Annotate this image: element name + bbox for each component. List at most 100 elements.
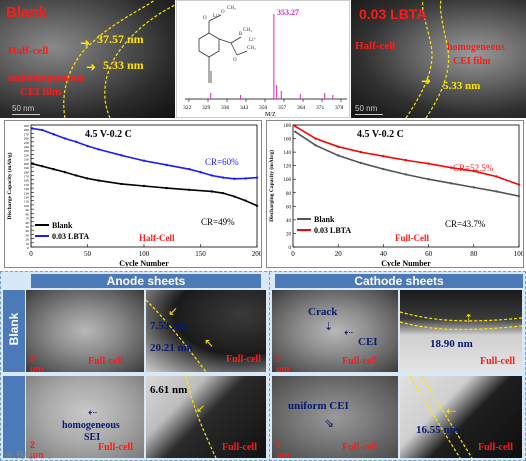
data-point — [86, 177, 89, 180]
annotation-0: CR=60% — [205, 157, 239, 167]
data-point — [404, 173, 408, 176]
scale-bar: 2 μm — [276, 354, 296, 372]
data-point — [165, 163, 168, 167]
data-point — [63, 137, 67, 140]
y-tick-label: 100 — [284, 178, 292, 183]
data-point — [188, 167, 191, 171]
cei-boundary — [405, 0, 450, 118]
legend-label: Blank — [52, 221, 73, 230]
cathode-blank-sem: Crack ⇣ ⇠ CEI 2 μm Full-cell — [272, 290, 398, 372]
thickness-label: 6.61 nm — [150, 384, 188, 396]
y-tick-label: 180 — [284, 124, 292, 129]
anode-blank-sem: 5 μm Full-cell — [26, 290, 144, 372]
lbta-title: 0.03 LBTA — [359, 6, 427, 22]
y-tick-label: 70 — [26, 217, 30, 221]
cei-label-line2: CEI film — [20, 86, 62, 98]
watermark: ☉ 充电头网 — [4, 450, 52, 460]
thickness-label: 16.55 nm — [416, 424, 459, 436]
y-tick-label: 60 — [26, 221, 30, 225]
x-tick-label: 60 — [425, 250, 433, 258]
data-point — [221, 191, 225, 195]
arrow-icon: ↙ — [168, 304, 179, 318]
legend-label: Blank — [314, 215, 335, 224]
y-tick-label: 20 — [26, 238, 30, 242]
data-point — [382, 154, 385, 158]
ms-tick-label: 343 — [240, 105, 249, 111]
data-point — [165, 186, 168, 190]
ms-tick-label: 378 — [335, 105, 344, 111]
y-tick-label: 120 — [284, 165, 292, 170]
svg-text:O: O — [221, 10, 225, 15]
cei-boundary — [185, 376, 217, 458]
chart-title: 4.5 V-0.2 C — [85, 129, 132, 140]
thickness-2: 20.21 nm — [150, 342, 193, 354]
data-point — [427, 178, 430, 181]
svg-text:O: O — [203, 16, 207, 21]
data-point — [41, 165, 44, 168]
y-tick-label: 220 — [24, 153, 30, 157]
y-tick-label: 270 — [24, 132, 30, 136]
mass-spectrum-panel: O CH₃ O B CH₃ O CH₃ Li⁺ Li⁺ 322 329 336 343 350… — [176, 0, 350, 118]
arrow-icon: ⇘ — [324, 416, 335, 430]
arrow-icon: ⇠ — [88, 407, 98, 419]
scale-bar: 2 μm — [30, 440, 50, 458]
cei-label-line2: CEI film — [453, 56, 491, 67]
y-tick-label: 40 — [26, 229, 30, 233]
data-point — [210, 174, 213, 177]
y-tick-label: 160 — [284, 138, 292, 143]
arrow-icon: ⇠ — [446, 404, 457, 418]
y-tick-label: 230 — [24, 149, 30, 153]
li-ion-2: Li⁺ — [249, 37, 256, 43]
y-tick-label: 60 — [286, 205, 292, 210]
arrow-icon: ⇣ — [324, 321, 334, 333]
y-tick-label: 10 — [26, 242, 30, 246]
li-ion-1: Li⁺ — [213, 13, 220, 19]
annotation-2: Half-Cell — [139, 233, 175, 243]
half-cell-label: Half-cell — [8, 45, 49, 57]
data-point — [120, 154, 123, 157]
x-tick-label: 200 — [252, 250, 262, 258]
arrow-icon: ➜ — [80, 36, 91, 50]
data-point — [210, 190, 213, 193]
ms-xlabel: M/Z — [265, 112, 276, 118]
data-point — [294, 125, 297, 128]
scale-bar: 2 μm — [276, 440, 296, 458]
full-cell-chart-panel: 0 20 40 60 80 100 0 20 40 60 80 100 120 140 160 180 4.5 … — [266, 120, 524, 268]
y-tick-label: 150 — [24, 183, 30, 187]
x-tick-label: 0 — [29, 250, 33, 258]
x-axis-label: Cycle Number — [381, 259, 431, 268]
ms-ticks: 322 329 336 343 350 357 364 371 378 — [183, 99, 344, 111]
y-tick-label: 50 — [26, 225, 30, 229]
anode-lbta-tem: 6.61 nm ↙ Full-cell — [146, 376, 266, 458]
sei-label: SEI — [84, 432, 101, 443]
data-point — [337, 154, 340, 157]
crack-label: Crack — [308, 306, 338, 318]
cathode-lbta-sem: uniform CEI ⇘ 2 μm Full-cell — [272, 376, 398, 458]
data-point — [142, 159, 146, 162]
y-tick-label: 80 — [286, 192, 292, 197]
y-axis-label: Discharging Capacity (mAh/g) — [268, 150, 275, 222]
data-point — [120, 182, 123, 186]
data-point — [142, 184, 146, 188]
data-point — [97, 148, 101, 151]
blank-half-cell-tem-image: Blank Half-cell 37.57 nm 5.33 nm ➜ ➜ unh… — [0, 0, 175, 118]
data-point — [199, 170, 202, 174]
y-tick-label: 30 — [26, 233, 30, 237]
y-tick-label: 160 — [24, 179, 30, 183]
scale-bar: 50 nm — [355, 104, 383, 115]
cei-boundary — [409, 376, 473, 458]
ms-tick-label: 322 — [183, 105, 192, 111]
homogeneous-label: homogeneous — [62, 420, 120, 431]
cei-label: CEI — [358, 336, 378, 348]
y-tick-label: 90 — [26, 208, 30, 212]
ms-peaks — [210, 14, 334, 99]
data-point — [244, 199, 247, 202]
cei-label-line1: homogeneous — [447, 42, 505, 53]
data-point — [41, 128, 44, 132]
anode-blank-tem: ↙ 7.53 nm 20.21 nm ↖ Full-cell — [146, 290, 266, 372]
full-cell-label: Full-cell — [88, 356, 123, 367]
annotation-1: CR=49% — [201, 217, 235, 227]
arrow-icon: ➜ — [86, 60, 97, 74]
anode-header: Anode sheets — [31, 274, 261, 288]
